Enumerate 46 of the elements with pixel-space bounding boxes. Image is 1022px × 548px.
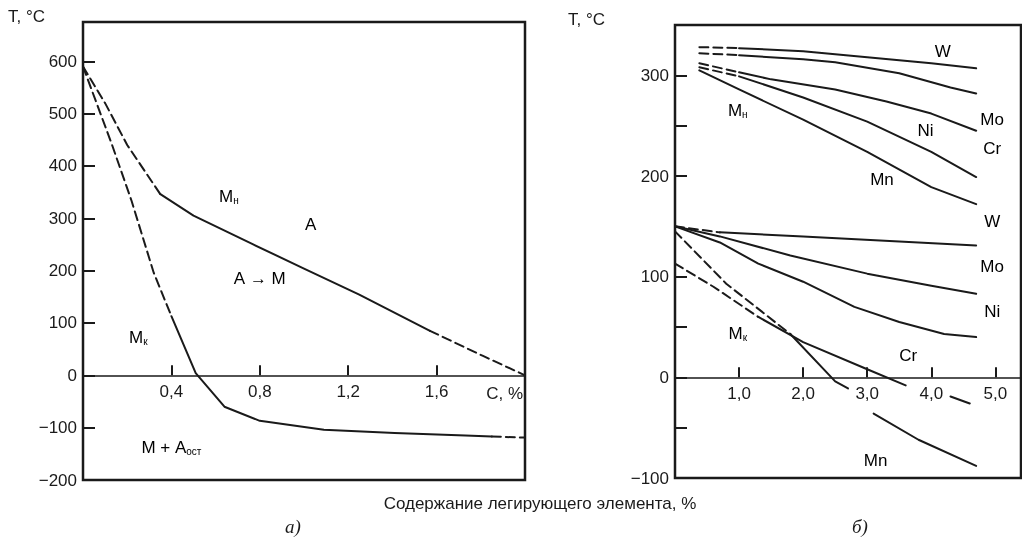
- y-tick-label: −200: [38, 470, 77, 490]
- y-tick-label: −100: [630, 468, 669, 488]
- y-axis-title: T, °C: [8, 7, 46, 26]
- x-tick-label: 4,0: [919, 384, 944, 404]
- y-tick-label: 200: [640, 166, 669, 186]
- annotation: Mo: [980, 257, 1004, 277]
- text: б): [852, 516, 868, 538]
- annotation: Mк: [728, 323, 748, 343]
- x-tick-label: 2,0: [791, 384, 815, 404]
- y-tick-label: 400: [48, 156, 77, 176]
- x-axis-title: Содержание легирующего элемента, %: [382, 494, 698, 514]
- annotation: Mк: [128, 328, 149, 348]
- annotation: Mo: [980, 110, 1004, 130]
- annotation: W: [984, 211, 1001, 231]
- y-tick-label: 300: [640, 65, 669, 85]
- y-tick-label: 600: [48, 51, 77, 71]
- x-tick-label: 0,4: [159, 382, 184, 402]
- annotation: А: [304, 215, 317, 235]
- y-tick-label: 100: [640, 267, 669, 287]
- x-tick-label: 1,6: [424, 382, 449, 402]
- text: а): [285, 516, 301, 538]
- annotation: Cr: [983, 139, 1002, 159]
- y-tick-label: 200: [48, 261, 77, 281]
- annotation: М + Аост: [141, 438, 202, 458]
- y-tick-label: 300: [48, 208, 77, 228]
- annotation: Cr: [899, 345, 918, 365]
- y-tick-label: 0: [67, 365, 77, 385]
- x-tick-label: 1,2: [336, 382, 361, 402]
- y-axis-title: T, °C: [568, 10, 606, 29]
- annotation: Mn: [863, 451, 888, 471]
- annotation: W: [934, 41, 951, 61]
- y-tick-label: 100: [48, 313, 77, 333]
- annotation: Mn: [870, 169, 894, 189]
- annotation: Mн: [727, 101, 748, 121]
- y-tick-label: 500: [48, 104, 77, 124]
- annotation: Mн: [219, 186, 239, 206]
- annotation: Ni: [917, 121, 934, 141]
- annotation: А → М: [233, 268, 286, 288]
- x-tick-label: 5,0: [983, 384, 1008, 404]
- y-tick-label: −100: [38, 418, 77, 438]
- annotation: Ni: [984, 302, 1001, 322]
- x-axis-title: C, %: [486, 384, 523, 404]
- x-tick-label: 1,0: [727, 384, 751, 404]
- y-tick-label: 0: [659, 367, 669, 387]
- x-tick-label: 0,8: [247, 382, 272, 402]
- x-tick-label: 3,0: [855, 384, 880, 404]
